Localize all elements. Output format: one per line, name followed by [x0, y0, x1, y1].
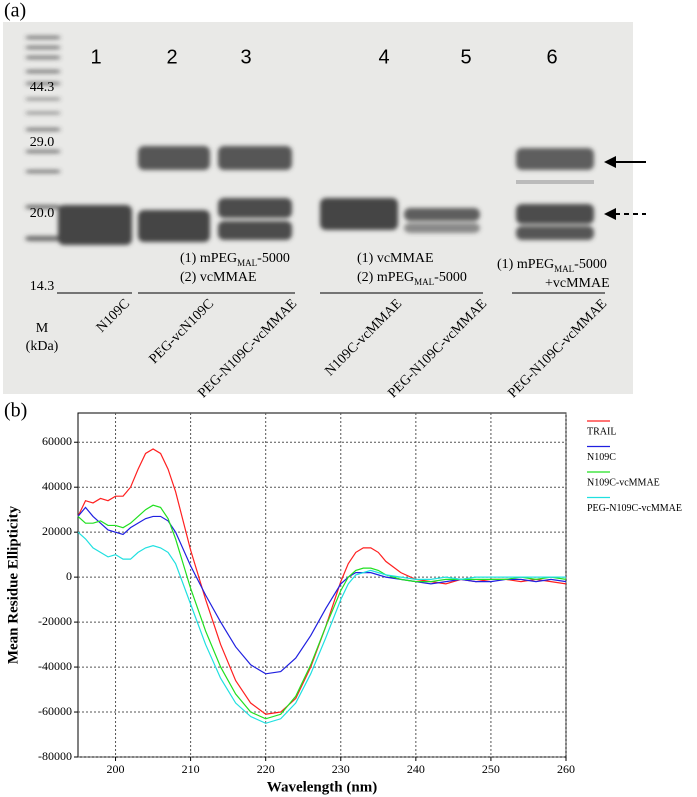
band [25, 46, 61, 49]
marker-size: 44.3 [30, 80, 55, 95]
band [516, 226, 594, 240]
y-axis-label: Mean Residue Ellipticity [5, 505, 21, 664]
band [218, 198, 292, 218]
lane-number: 1 [90, 46, 101, 68]
legend-label: PEG-N109C-vcMMAE [587, 503, 682, 514]
arrow-head [604, 208, 616, 220]
treatment-text: (1) mPEG [180, 251, 237, 266]
treatment-line: (1) mPEGMAL-5000 [180, 251, 290, 268]
band [25, 128, 61, 131]
y-tick-label: 40000 [42, 479, 72, 493]
legend-label: N109C [587, 452, 616, 463]
treatment-text: +vcMMAE [545, 276, 610, 291]
band [25, 205, 61, 209]
treatment-text: -5000 [574, 257, 607, 272]
faint-band [516, 180, 594, 184]
treatment-line: (1) vcMMAE [357, 251, 434, 266]
plot-area [77, 412, 567, 758]
marker-label: M [36, 321, 49, 336]
treatment-text: (2) vcMMAE [180, 270, 257, 285]
subscript: MAL [554, 264, 574, 274]
x-tick-label: 220 [257, 762, 275, 776]
x-axis-label: Wavelength (nm) [267, 779, 377, 795]
y-tick-label: -80000 [38, 749, 72, 763]
band [138, 210, 210, 242]
subscript: MAL [414, 277, 434, 287]
lane-number: 5 [460, 46, 471, 68]
x-tick-label: 230 [332, 762, 350, 776]
band [404, 208, 480, 221]
lane-number: 3 [240, 46, 251, 68]
marker-size: 14.3 [30, 279, 55, 294]
treatment-line: (2) mPEGMAL-5000 [357, 270, 467, 287]
marker-size: 29.0 [30, 135, 55, 150]
treatment-text: -5000 [434, 270, 467, 285]
x-tick-label: 250 [482, 762, 500, 776]
x-tick-label: 200 [107, 762, 125, 776]
lane-number: 2 [166, 46, 177, 68]
band [25, 82, 61, 85]
arrow-head [604, 156, 616, 168]
y-tick-label: -20000 [38, 614, 72, 628]
band [25, 56, 61, 59]
band [25, 150, 61, 153]
band [25, 98, 61, 100]
band [25, 36, 61, 39]
band [320, 198, 398, 230]
treatment-line: +vcMMAE [545, 276, 610, 291]
marker-size: 20.0 [30, 206, 55, 221]
treatment-line: (1) mPEGMAL-5000 [497, 257, 607, 274]
x-tick-label: 260 [557, 762, 575, 776]
band [218, 221, 292, 240]
lane-number: 6 [546, 46, 557, 68]
treatment-text: -5000 [257, 251, 290, 266]
y-tick-label: 0 [66, 569, 72, 583]
legend-label: TRAIL [587, 426, 616, 437]
treatment-text: (1) mPEG [497, 257, 554, 272]
band [138, 146, 210, 170]
y-tick-label: -40000 [38, 659, 72, 673]
y-tick-label: 60000 [42, 434, 72, 448]
y-tick-label: 20000 [42, 524, 72, 538]
band [58, 205, 132, 245]
band [25, 70, 61, 73]
marker-unit: (kDa) [26, 339, 59, 354]
subscript: MAL [237, 258, 257, 268]
series-line [77, 531, 566, 724]
lane-number: 4 [378, 46, 389, 68]
gel-bands [25, 36, 594, 245]
x-tick-label: 240 [407, 762, 425, 776]
legend-label: N109C-vcMMAE [587, 477, 660, 488]
y-tick-label: -60000 [38, 704, 72, 718]
band [218, 146, 292, 170]
treatment-line: (2) vcMMAE [180, 270, 257, 285]
treatment-text: (1) vcMMAE [357, 251, 434, 266]
panel-label: (b) [4, 400, 27, 422]
band [516, 148, 594, 170]
band [516, 204, 594, 224]
x-tick-label: 210 [182, 762, 200, 776]
treatment-text: (2) mPEG [357, 270, 414, 285]
band [25, 236, 61, 241]
band [25, 170, 61, 173]
band [25, 112, 61, 114]
panel-label: (a) [4, 0, 26, 22]
band [404, 223, 480, 233]
